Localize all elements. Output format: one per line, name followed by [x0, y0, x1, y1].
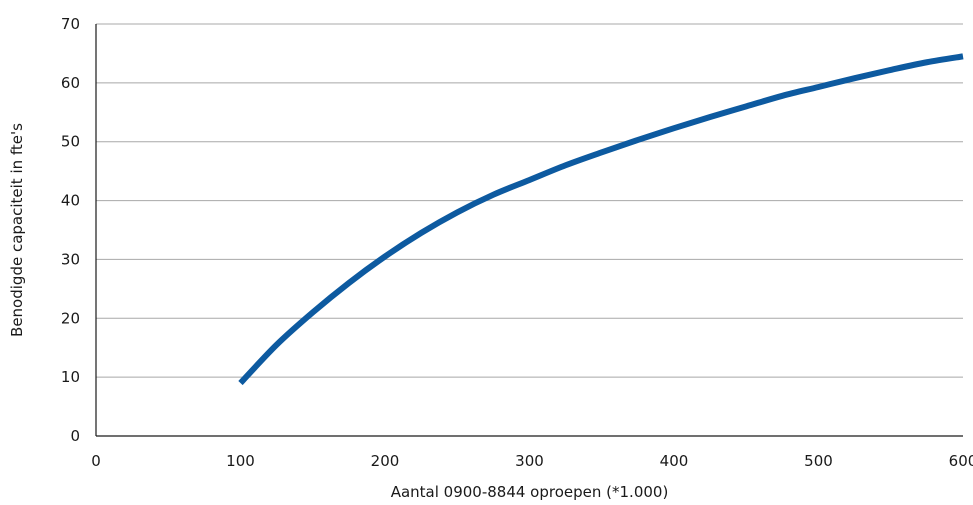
x-tick-label: 600: [949, 452, 973, 470]
x-tick-label: 200: [371, 452, 400, 470]
axes: [95, 24, 963, 437]
y-tick-label: 0: [70, 427, 80, 445]
y-tick-label: 50: [61, 133, 80, 151]
x-tick-labels: 0 100 200 300 400 500 600: [91, 452, 973, 470]
x-tick-label: 300: [515, 452, 544, 470]
y-tick-label: 10: [61, 368, 80, 386]
x-tick-label: 100: [226, 452, 255, 470]
y-tick-labels: 0 10 20 30 40 50 60 70: [61, 15, 80, 445]
series-group: [238, 53, 964, 386]
y-tick-label: 40: [61, 192, 80, 210]
y-tick-label: 60: [61, 74, 80, 92]
y-axis-title: Benodigde capaciteit in fte's: [8, 123, 26, 337]
series-line-0: [238, 53, 964, 386]
grid-lines: [96, 23, 963, 378]
y-tick-label: 70: [61, 15, 80, 33]
x-tick-label: 400: [660, 452, 689, 470]
x-tick-label: 500: [804, 452, 833, 470]
x-tick-label: 0: [91, 452, 101, 470]
y-tick-label: 30: [61, 250, 80, 268]
y-tick-label: 20: [61, 309, 80, 327]
x-axis-title: Aantal 0900-8844 oproepen (*1.000): [391, 483, 669, 501]
